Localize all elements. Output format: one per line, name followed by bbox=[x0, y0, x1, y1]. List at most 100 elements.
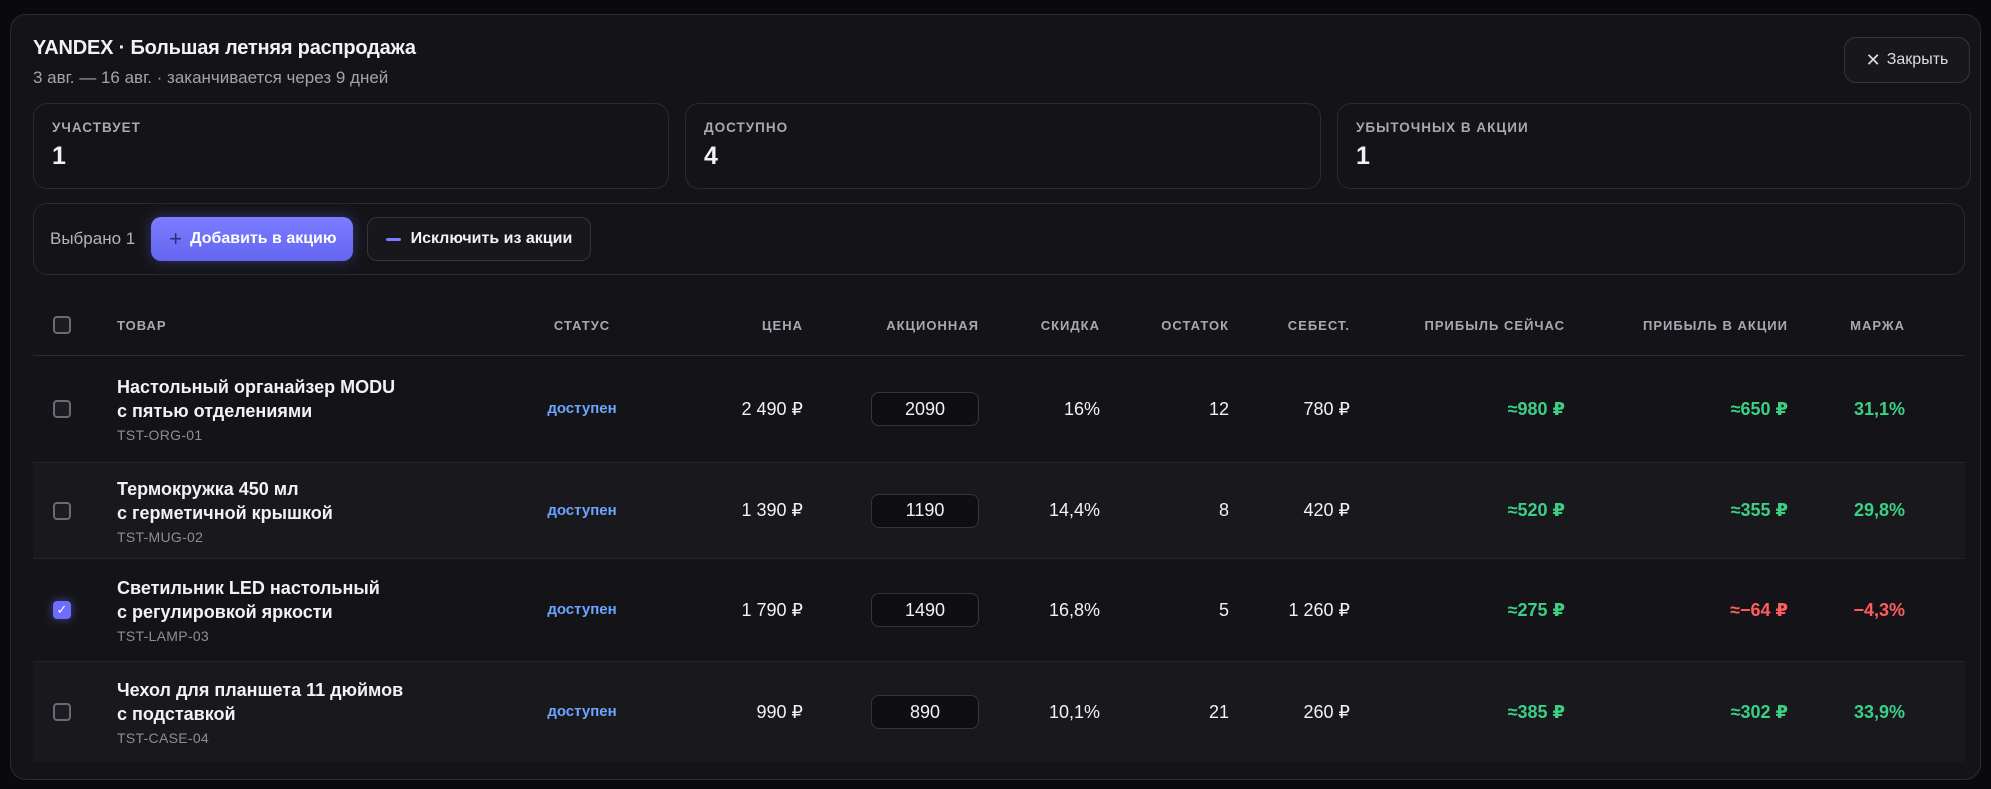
product-name-line1: Чехол для планшета 11 дюймов bbox=[117, 680, 404, 700]
row-checkbox[interactable] bbox=[53, 501, 71, 520]
col-header-profit-now[interactable]: ПРИБЫЛЬ СЕЙЧАС bbox=[1424, 317, 1565, 333]
stat-card-participating: УЧАСТВУЕТ 1 bbox=[33, 103, 669, 189]
exclude-from-promo-label: Исключить из акции bbox=[410, 230, 573, 247]
status-link[interactable]: доступен bbox=[547, 703, 617, 720]
margin-cell: −4,3% bbox=[1853, 599, 1905, 620]
status-link[interactable]: доступен bbox=[547, 601, 617, 618]
col-header-profit-promo[interactable]: ПРИБЫЛЬ В АКЦИИ bbox=[1642, 317, 1788, 333]
product-name-line2: с герметичной крышкой bbox=[117, 502, 333, 523]
panel-header: YANDEX · Большая летняя распродажа 3 авг… bbox=[33, 37, 416, 88]
col-header-stock[interactable]: ОСТАТОК bbox=[1161, 317, 1229, 333]
check-icon: ✓ bbox=[56, 602, 68, 617]
discount-cell: 16,8% bbox=[1048, 599, 1100, 620]
table-row[interactable]: Настольный органайзер MODU с пятью отдел… bbox=[33, 356, 1965, 463]
product-name-line1: Термокружка 450 мл bbox=[117, 478, 299, 499]
row-select-cell bbox=[33, 501, 117, 520]
product-name-line1: Светильник LED настольный bbox=[117, 578, 380, 598]
promo-price-input[interactable]: 1190 bbox=[871, 493, 979, 528]
table-row[interactable]: Чехол для планшета 11 дюймов с подставко… bbox=[33, 662, 1965, 762]
add-to-promo-label: Добавить в акцию bbox=[190, 230, 337, 247]
stock-cell: 12 bbox=[1208, 398, 1229, 419]
promo-panel: YANDEX · Большая летняя распродажа 3 авг… bbox=[10, 14, 1981, 780]
profit-now-cell: ≈385 ₽ bbox=[1507, 701, 1565, 722]
discount-cell: 10,1% bbox=[1048, 701, 1100, 722]
col-header-promo-price[interactable]: АКЦИОННАЯ bbox=[886, 317, 979, 333]
cost-cell: 260 ₽ bbox=[1303, 701, 1351, 722]
close-button[interactable]: ✕ Закрыть bbox=[1844, 37, 1970, 83]
table-row[interactable]: Термокружка 450 мл с герметичной крышкой… bbox=[33, 463, 1965, 559]
col-header-margin[interactable]: МАРЖА bbox=[1850, 317, 1905, 333]
cost-cell: 420 ₽ bbox=[1303, 500, 1351, 520]
price-cell: 1 790 ₽ bbox=[741, 599, 804, 620]
promo-price-input[interactable]: 890 bbox=[871, 695, 979, 729]
stat-card-unprofitable: УБЫТОЧНЫХ В АКЦИИ 1 bbox=[1337, 103, 1971, 189]
discount-cell: 16% bbox=[1063, 398, 1100, 419]
col-header-status[interactable]: СТАТУС bbox=[553, 317, 611, 333]
select-all-cell bbox=[33, 316, 117, 334]
profit-now-cell: ≈980 ₽ bbox=[1507, 398, 1565, 419]
table-row[interactable]: ✓ Светильник LED настольный с регулировк… bbox=[33, 559, 1965, 662]
margin-cell: 33,9% bbox=[1853, 701, 1905, 722]
close-label: Закрыть bbox=[1886, 51, 1949, 68]
add-to-promo-button[interactable]: + Добавить в акцию bbox=[151, 217, 353, 261]
stat-value: 1 bbox=[52, 142, 66, 170]
product-name-line1: Настольный органайзер MODU bbox=[117, 377, 396, 397]
stat-card-available: ДОСТУПНО 4 bbox=[685, 103, 1321, 189]
product-name-line2: с пятью отделениями bbox=[117, 401, 313, 421]
product-cell: Настольный органайзер MODU с пятью отдел… bbox=[117, 375, 517, 443]
discount-cell: 14,4% bbox=[1048, 500, 1100, 520]
col-header-price[interactable]: ЦЕНА bbox=[762, 317, 803, 333]
col-header-discount[interactable]: СКИДКА bbox=[1040, 317, 1100, 333]
col-header-product[interactable]: ТОВАР bbox=[117, 317, 167, 333]
plus-icon: + bbox=[169, 226, 183, 251]
stock-cell: 5 bbox=[1218, 599, 1229, 620]
stat-value: 1 bbox=[1356, 142, 1370, 170]
product-sku: TST-CASE-04 bbox=[117, 730, 209, 746]
row-checkbox[interactable] bbox=[53, 703, 71, 721]
row-select-cell bbox=[33, 703, 117, 721]
status-link[interactable]: доступен bbox=[547, 501, 617, 519]
stat-label: ДОСТУПНО bbox=[704, 120, 789, 135]
stock-cell: 8 bbox=[1218, 500, 1229, 520]
price-cell: 2 490 ₽ bbox=[741, 398, 804, 419]
price-cell: 990 ₽ bbox=[756, 701, 804, 722]
promo-period: 3 авг. — 16 авг. · заканчивается через 9… bbox=[33, 68, 389, 87]
product-cell: Термокружка 450 мл с герметичной крышкой… bbox=[117, 477, 517, 545]
row-select-cell bbox=[33, 400, 117, 418]
row-checkbox[interactable]: ✓ bbox=[53, 601, 71, 619]
profit-now-cell: ≈275 ₽ bbox=[1507, 599, 1565, 620]
profit-promo-cell: ≈−64 ₽ bbox=[1730, 599, 1788, 620]
select-all-checkbox[interactable] bbox=[53, 316, 71, 334]
profit-promo-cell: ≈302 ₽ bbox=[1730, 701, 1788, 722]
status-link[interactable]: доступен bbox=[547, 400, 617, 417]
table-header: ТОВАР СТАТУС ЦЕНА АКЦИОННАЯ СКИДКА ОСТАТ… bbox=[33, 295, 1965, 356]
stat-value: 4 bbox=[704, 142, 718, 170]
product-name-line2: с подставкой bbox=[117, 704, 236, 724]
minus-icon bbox=[385, 237, 401, 241]
product-sku: TST-MUG-02 bbox=[117, 528, 204, 545]
promo-price-input[interactable]: 1490 bbox=[871, 593, 979, 627]
profit-promo-cell: ≈650 ₽ bbox=[1730, 398, 1788, 419]
promo-price-input[interactable]: 2090 bbox=[871, 392, 979, 426]
product-cell: Светильник LED настольный с регулировкой… bbox=[117, 576, 517, 644]
row-checkbox[interactable] bbox=[53, 400, 71, 418]
stats-row: УЧАСТВУЕТ 1 ДОСТУПНО 4 УБЫТОЧНЫХ В АКЦИИ… bbox=[33, 103, 1971, 189]
stat-label: УЧАСТВУЕТ bbox=[52, 120, 141, 135]
page-title: YANDEX · Большая летняя распродажа bbox=[33, 37, 416, 59]
product-sku: TST-LAMP-03 bbox=[117, 628, 209, 644]
margin-cell: 29,8% bbox=[1853, 500, 1905, 520]
cost-cell: 1 260 ₽ bbox=[1288, 599, 1351, 620]
profit-now-cell: ≈520 ₽ bbox=[1507, 500, 1565, 520]
stock-cell: 21 bbox=[1208, 701, 1229, 722]
products-table: ТОВАР СТАТУС ЦЕНА АКЦИОННАЯ СКИДКА ОСТАТ… bbox=[33, 295, 1965, 762]
price-cell: 1 390 ₽ bbox=[741, 500, 804, 520]
margin-cell: 31,1% bbox=[1853, 398, 1905, 419]
product-cell: Чехол для планшета 11 дюймов с подставко… bbox=[117, 678, 517, 746]
cost-cell: 780 ₽ bbox=[1303, 398, 1351, 419]
selected-count: Выбрано 1 bbox=[50, 229, 136, 248]
bulk-actions-toolbar: Выбрано 1 + Добавить в акцию Исключить и… bbox=[33, 203, 1965, 275]
row-select-cell: ✓ bbox=[33, 601, 117, 619]
product-name-line2: с регулировкой яркости bbox=[117, 602, 333, 622]
exclude-from-promo-button[interactable]: Исключить из акции bbox=[366, 217, 592, 261]
col-header-cost[interactable]: СЕБЕСТ. bbox=[1287, 317, 1350, 333]
